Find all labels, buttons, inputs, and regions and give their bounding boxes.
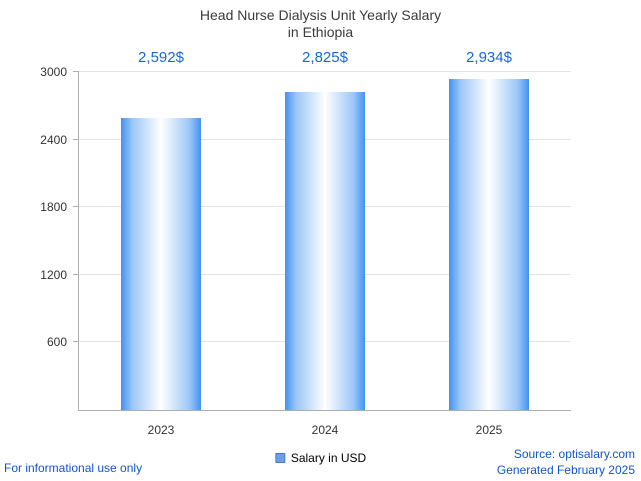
y-tick-label: 1800 [40, 200, 67, 215]
bar-value-label: 2,934$ [466, 49, 512, 66]
chart-title-line2: in Ethiopia [287, 24, 354, 40]
x-axis-label: 2024 [311, 423, 339, 437]
y-tick-mark [73, 341, 79, 343]
bar-value-label: 2,825$ [302, 49, 348, 66]
footer-disclaimer: For informational use only [4, 461, 143, 475]
y-tick-label: 1200 [40, 267, 67, 282]
gridline [79, 71, 571, 72]
legend-label: Salary in USD [290, 451, 367, 465]
footer-attribution: Source: optisalary.com Generated Februar… [497, 446, 635, 478]
y-tick-mark [73, 138, 79, 140]
y-tick-label: 3000 [40, 65, 67, 79]
legend: Salary in USD [274, 451, 367, 465]
bar-slot: 2,934$ 2025 [407, 49, 571, 437]
y-tick-label: 2400 [40, 132, 67, 147]
y-tick-mark [73, 206, 79, 208]
y-tick-mark [73, 71, 79, 72]
salary-bar [449, 79, 529, 410]
bar-slot: 2,592$ 2023 [79, 49, 243, 437]
x-axis-label: 2025 [475, 423, 503, 437]
chart-title: Head Nurse Dialysis Unit Yearly Salary i… [0, 7, 641, 41]
plot-area: 600 1200 1800 2400 3000 2,592$ 2023 2,825$ 2024 2… [40, 49, 571, 437]
bar-value-label: 2,592$ [138, 49, 184, 66]
salary-bar [285, 91, 365, 410]
chart-title-line1: Head Nurse Dialysis Unit Yearly Salary [199, 7, 442, 23]
source-link[interactable]: Source: optisalary.com [513, 447, 635, 461]
x-axis-label: 2023 [147, 423, 175, 437]
salary-bar [121, 117, 201, 410]
bar-slot: 2,825$ 2024 [243, 49, 407, 437]
y-tick-mark [73, 273, 79, 275]
generated-date: Generated February 2025 [496, 463, 635, 477]
legend-marker-icon [274, 453, 285, 463]
y-tick-label: 600 [46, 335, 67, 350]
